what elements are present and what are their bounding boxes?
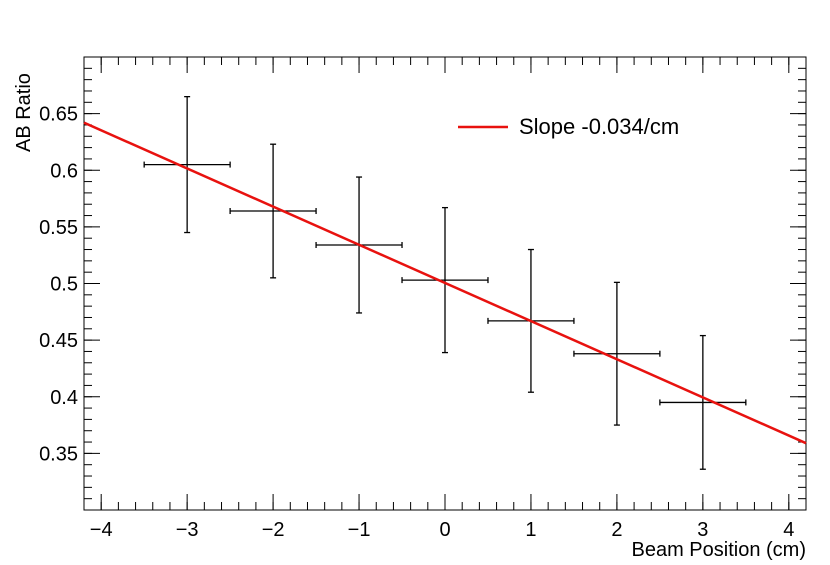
- y-axis-title: AB Ratio: [13, 73, 35, 152]
- data-point: [659, 334, 747, 470]
- y-tick-label: 0.6: [50, 160, 78, 182]
- y-tick-label: 0.65: [39, 104, 78, 126]
- y-tick-label: 0.45: [39, 330, 78, 352]
- x-tick-label: 3: [697, 519, 708, 541]
- fit-line: [83, 121, 807, 445]
- x-axis-title: Beam Position (cm): [632, 539, 807, 561]
- x-axis-ticks: [100, 57, 790, 510]
- x-tick-label: −4: [90, 519, 113, 541]
- y-tick-label: 0.5: [50, 274, 78, 296]
- x-tick-label: 0: [439, 519, 450, 541]
- x-tick-label: −1: [348, 519, 371, 541]
- legend-label: Slope -0.034/cm: [519, 114, 679, 139]
- y-tick-label: 0.55: [39, 217, 78, 239]
- x-tick-label: 1: [525, 519, 536, 541]
- y-tick-label: 0.35: [39, 443, 78, 465]
- x-axis-tick-labels: −4 −3 −2 −1 0 1 2 3 4: [90, 519, 795, 541]
- legend: Slope -0.034/cm: [458, 114, 679, 139]
- y-axis-ticks: [84, 113, 806, 454]
- y-tick-label: 0.4: [50, 387, 78, 409]
- x-tick-label: −2: [262, 519, 285, 541]
- x-tick-label: −3: [176, 519, 199, 541]
- x-tick-label: 2: [611, 519, 622, 541]
- data-point: [229, 143, 317, 279]
- data-point: [401, 206, 489, 354]
- data-point: [143, 95, 231, 234]
- y-axis-tick-labels: 0.35 0.4 0.45 0.5 0.55 0.6 0.65: [39, 104, 78, 466]
- data-point: [573, 281, 661, 426]
- x-tick-label: 4: [783, 519, 794, 541]
